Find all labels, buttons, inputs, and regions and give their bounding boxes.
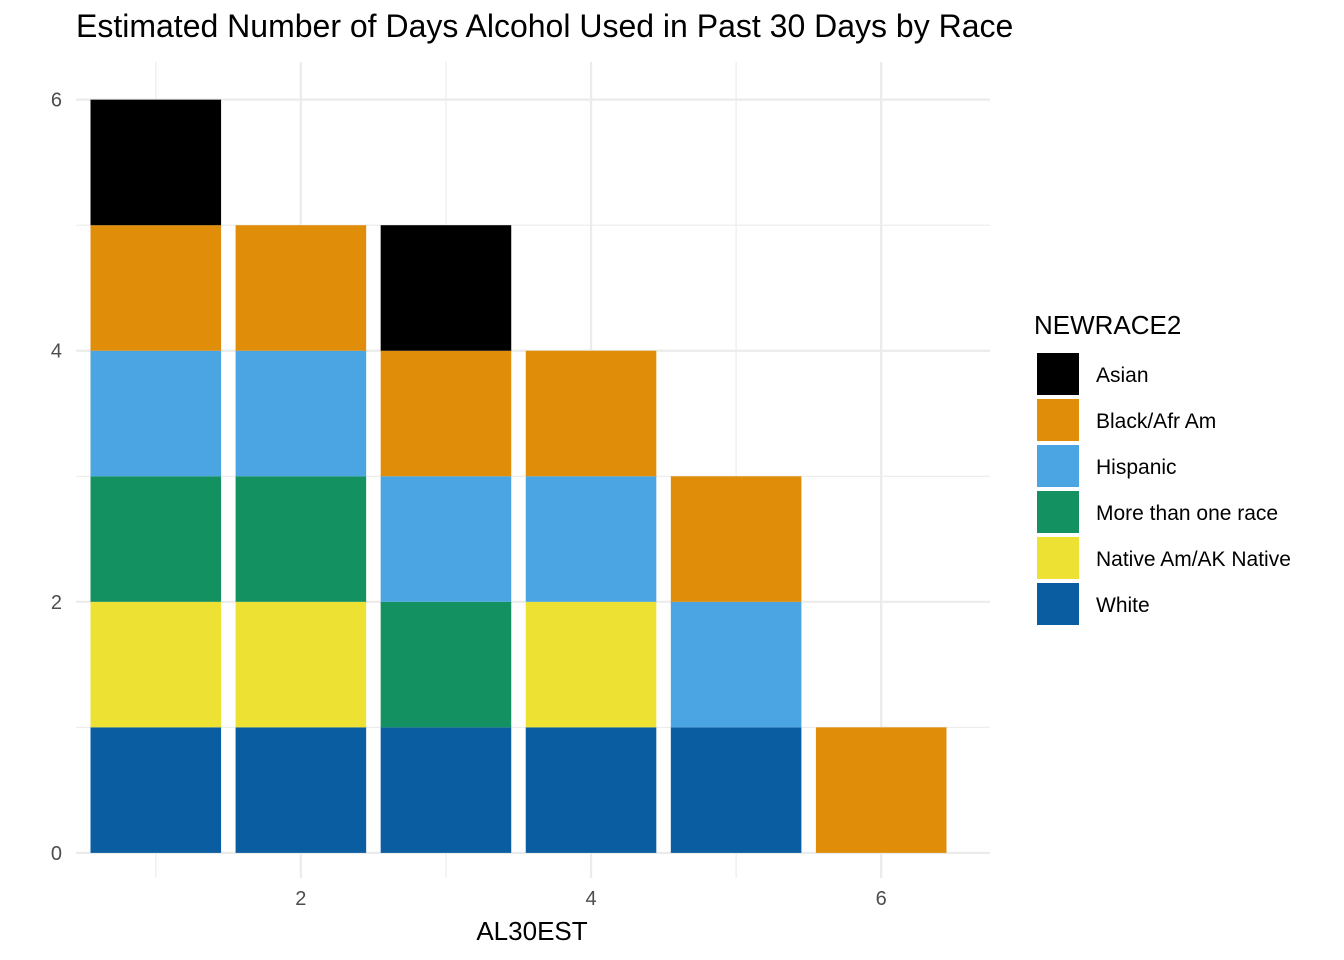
bars	[90, 99, 947, 853]
bar-segment	[235, 727, 367, 853]
legend-swatch	[1037, 491, 1079, 533]
legend-swatch	[1037, 537, 1079, 579]
x-axis-title: AL30EST	[476, 916, 587, 946]
bar-segment	[90, 727, 222, 853]
bar-segment	[90, 350, 222, 477]
legend-items: Asian Black/Afr Am Hispanic More than one r…	[1037, 353, 1291, 625]
x-axis-ticks: 2 4 6	[295, 888, 886, 910]
y-tick-label: 6	[51, 90, 62, 112]
legend-swatch	[1037, 353, 1079, 395]
bar-segment	[90, 476, 222, 602]
y-tick-label: 0	[51, 843, 62, 865]
bar-segment	[235, 476, 367, 602]
x-tick-label: 4	[585, 888, 596, 910]
legend: NEWRACE2 Asian Black/Afr Am Hispanic More t…	[1034, 310, 1291, 625]
bar-segment	[670, 727, 802, 853]
bar-segment	[90, 225, 222, 351]
bar-segment	[815, 727, 947, 853]
bar-segment	[670, 601, 802, 728]
bar-segment	[525, 601, 657, 728]
bar-segment	[525, 350, 657, 477]
bar-segment	[380, 350, 512, 477]
legend-swatch	[1037, 445, 1079, 487]
chart-title: Estimated Number of Days Alcohol Used in…	[76, 8, 1014, 44]
legend-label: Asian	[1096, 364, 1149, 387]
bar-segment	[380, 476, 512, 602]
legend-swatch	[1037, 583, 1079, 625]
legend-label: Native Am/AK Native	[1096, 548, 1291, 571]
legend-label: Black/Afr Am	[1096, 410, 1216, 433]
y-axis-ticks: 0 2 4 6	[51, 90, 62, 865]
legend-label: More than one race	[1096, 502, 1278, 525]
legend-title: NEWRACE2	[1034, 310, 1181, 340]
bar-segment	[525, 476, 657, 602]
bar-segment	[380, 225, 512, 351]
x-tick-label: 6	[876, 888, 887, 910]
y-tick-label: 4	[51, 341, 62, 363]
bar-segment	[90, 601, 222, 728]
legend-label: Hispanic	[1096, 456, 1177, 479]
bar-segment	[235, 601, 367, 728]
legend-label: White	[1096, 594, 1150, 617]
bar-segment	[670, 476, 802, 602]
bar-segment	[525, 727, 657, 853]
bar-segment	[235, 350, 367, 477]
y-tick-label: 2	[51, 592, 62, 614]
x-tick-label: 2	[295, 888, 306, 910]
bar-segment	[235, 225, 367, 351]
bar-segment	[380, 727, 512, 853]
bar-segment	[380, 601, 512, 728]
legend-swatch	[1037, 399, 1079, 441]
bar-segment	[90, 99, 222, 226]
